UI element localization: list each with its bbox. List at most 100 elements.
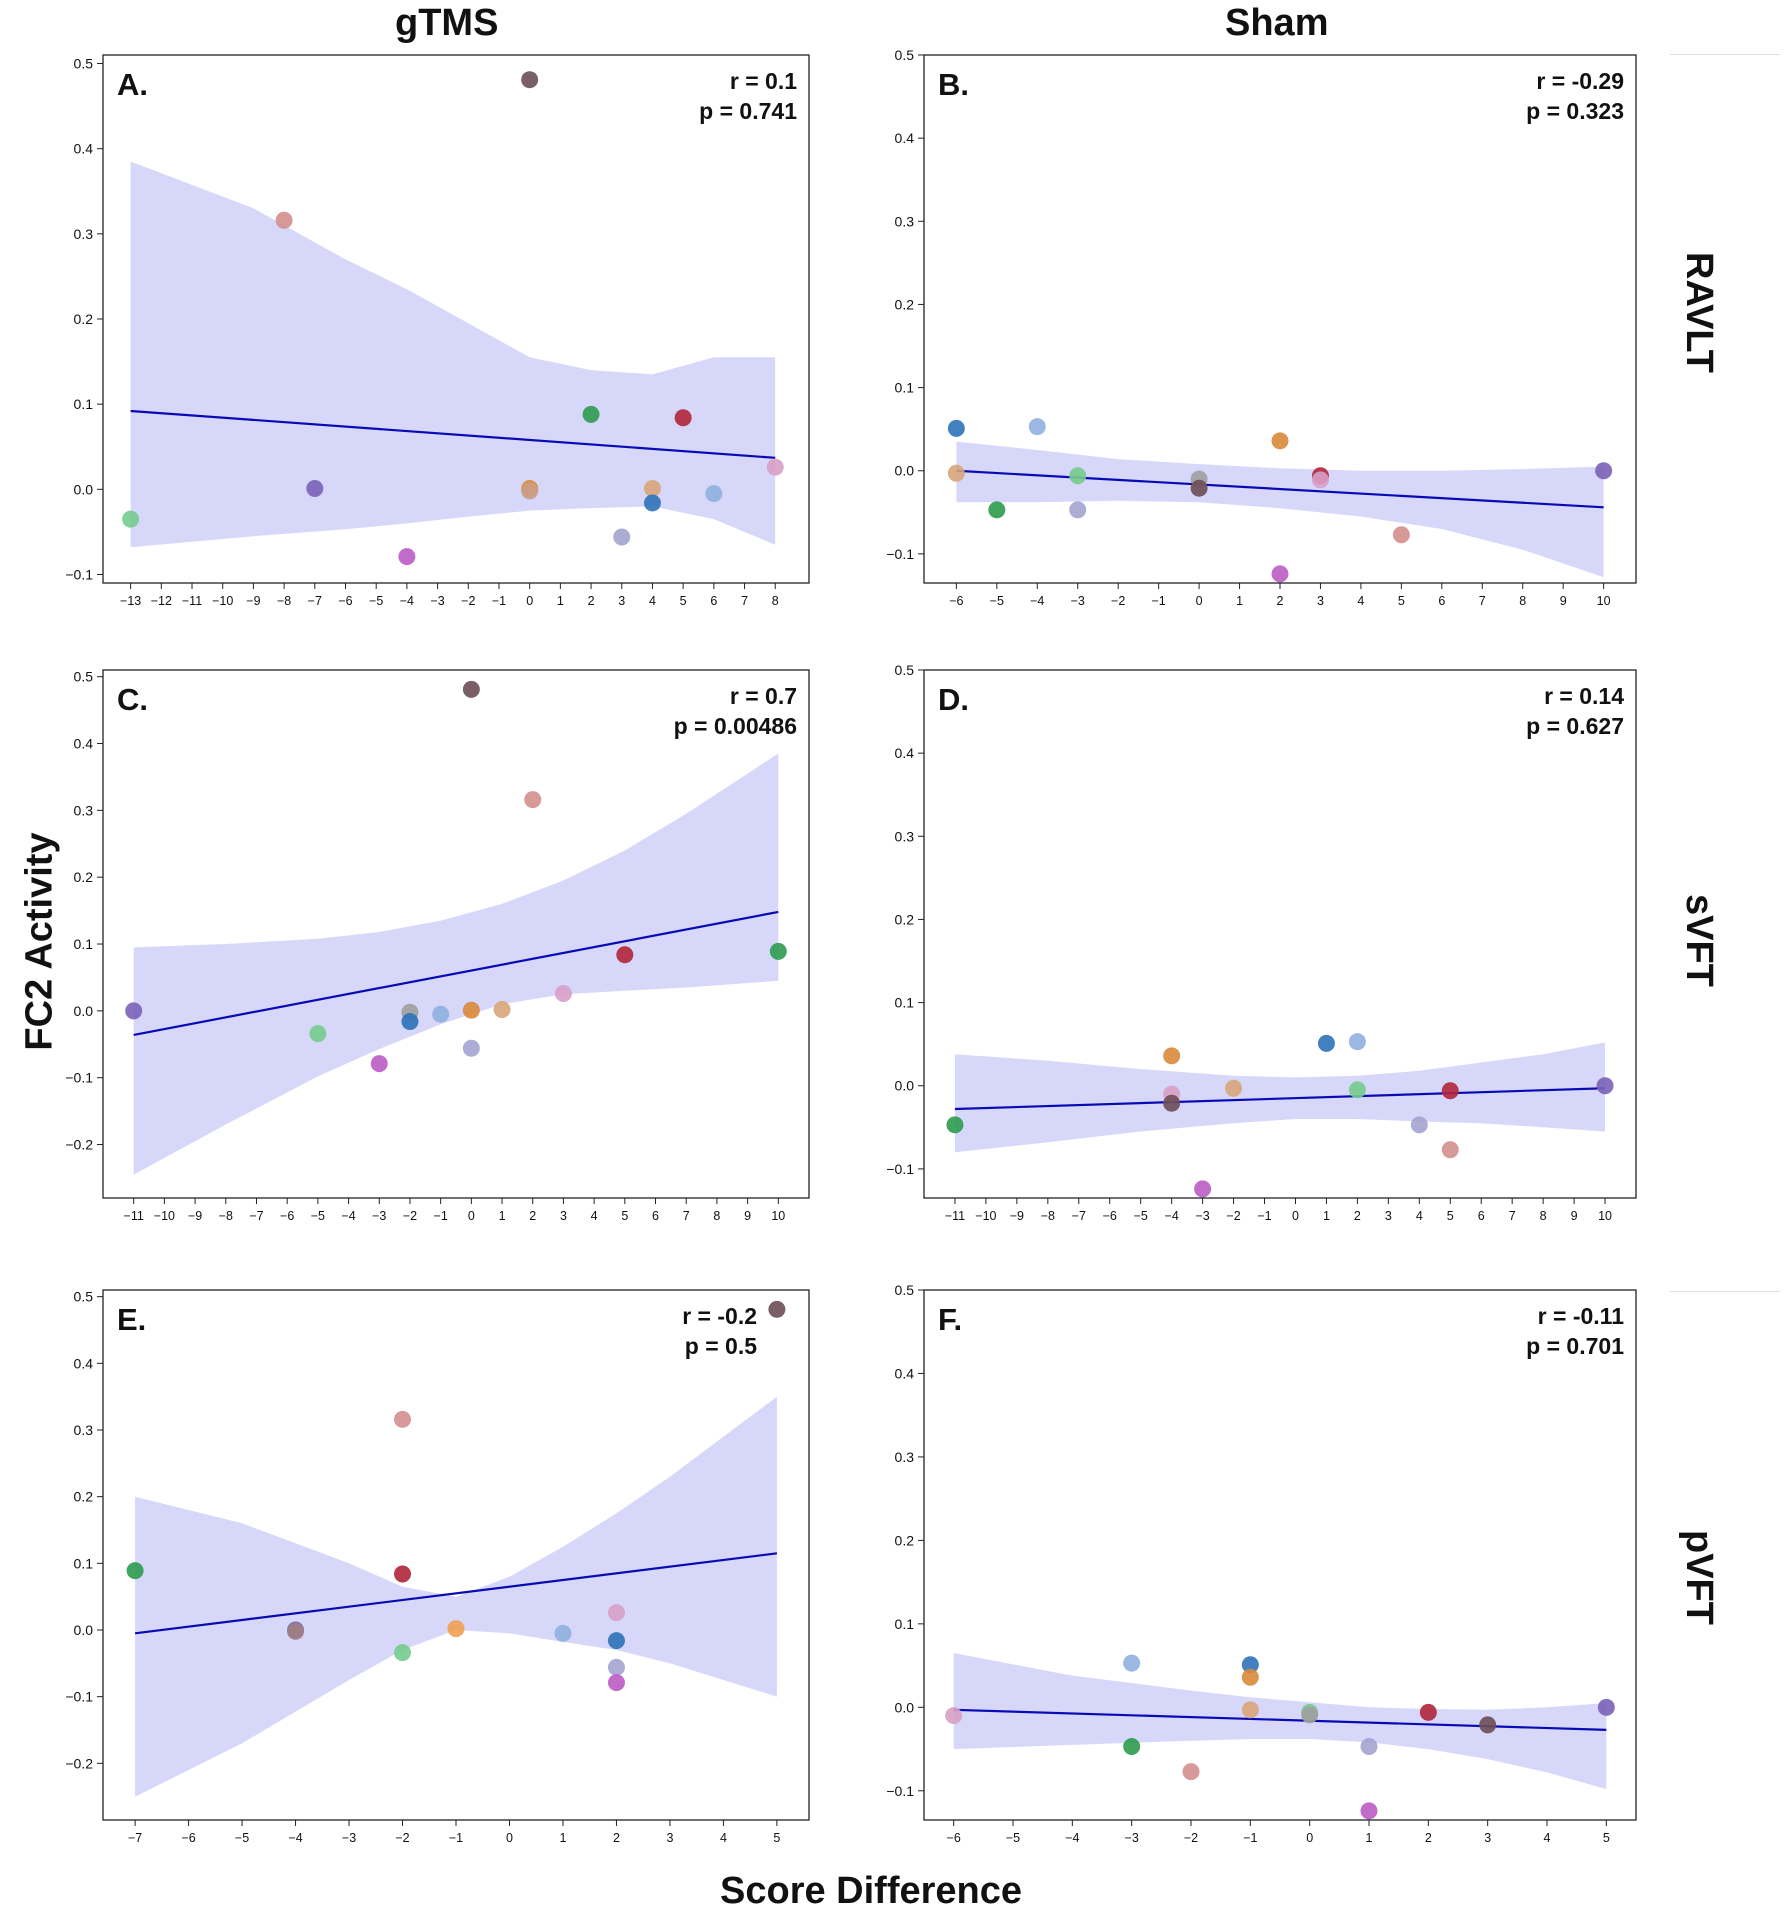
x-tick-label: 0 <box>468 1209 475 1223</box>
y-tick-label: 0.5 <box>74 669 94 685</box>
panel-e: −7 −6 −5 −4 −3 −2 −1 0 1 2 3 4 5 −0.2 −0.1 0.0 0.1 0.2 0.3… <box>65 1289 810 1845</box>
x-tick-label: −2 <box>1226 1209 1240 1223</box>
x-tick-label: −3 <box>1125 1831 1139 1845</box>
x-tick-label: 9 <box>1560 594 1567 608</box>
data-point <box>947 419 965 437</box>
x-tick-label: −6 <box>338 594 352 608</box>
x-tick-label: −10 <box>154 1209 175 1223</box>
y-tick-label: 0.0 <box>74 1003 94 1019</box>
panel-f: −6 −5 −4 −3 −2 −1 0 1 2 3 4 5 −0.1 0.0 0.1 0.2 0.3 0.4 0.5… <box>886 1282 1637 1845</box>
y-tick-label: −0.1 <box>65 1689 93 1705</box>
y-tick-label: 0.4 <box>74 141 94 157</box>
x-tick-label: −6 <box>280 1209 294 1223</box>
x-tick-label: 4 <box>720 1831 727 1845</box>
y-tick-label: 0.3 <box>895 213 915 229</box>
data-point <box>1317 1034 1335 1052</box>
x-tick-label: −11 <box>124 1209 144 1223</box>
x-tick-label: −7 <box>1072 1209 1086 1223</box>
x-tick-label: 4 <box>649 594 656 608</box>
x-tick-label: −4 <box>1165 1209 1179 1223</box>
x-tick-label: −5 <box>1006 1831 1020 1845</box>
x-tick-label: −8 <box>219 1209 233 1223</box>
x-tick-label: 7 <box>1479 594 1486 608</box>
x-tick-label: −1 <box>492 594 506 608</box>
data-point <box>582 405 600 423</box>
y-tick-label: 0.5 <box>895 1282 915 1298</box>
data-point <box>1163 1047 1181 1065</box>
y-tick-label: 0.2 <box>74 869 94 885</box>
x-tick-label: −6 <box>1103 1209 1117 1223</box>
regression-line <box>134 1552 778 1635</box>
data-point <box>126 1562 144 1580</box>
data-point <box>613 528 631 546</box>
confidence-band <box>130 161 776 548</box>
y-tick-label: 0.2 <box>895 1532 915 1548</box>
x-tick-label: −6 <box>949 594 963 608</box>
x-tick-label: 0 <box>506 1831 513 1845</box>
x-tick-label: 0 <box>1292 1209 1299 1223</box>
data-point <box>524 791 542 809</box>
x-tick-label: 6 <box>652 1209 659 1223</box>
panel-letter: F. <box>938 1302 962 1337</box>
y-tick-label: 0.1 <box>74 1555 94 1571</box>
y-tick-label: 0.5 <box>895 47 915 63</box>
x-tick-label: 8 <box>1540 1209 1547 1223</box>
data-point <box>1301 1706 1319 1724</box>
x-tick-label: −4 <box>400 594 414 608</box>
data-point <box>1360 1802 1378 1820</box>
y-tick-label: 0.0 <box>895 1078 915 1094</box>
data-point <box>1596 1077 1614 1095</box>
x-tick-label: −3 <box>1071 594 1085 608</box>
r-statistic: r = 0.7 <box>730 683 797 709</box>
panel-a: −13 −12 −11 −10 −9 −8 −7 −6 −5 −4 −3 −2 −1 0 1 2 3 4 5 6 7 8−… <box>65 54 810 608</box>
data-point <box>768 1300 786 1318</box>
y-tick-label: 0.1 <box>74 936 94 952</box>
regression-line <box>130 409 776 459</box>
y-tick-label: 0.4 <box>895 130 915 146</box>
data-point <box>1597 1698 1615 1716</box>
data-point <box>1595 462 1613 480</box>
data-point <box>607 1658 625 1676</box>
data-point <box>462 680 480 698</box>
data-point <box>125 1002 143 1020</box>
x-tick-label: 2 <box>529 1209 536 1223</box>
data-point <box>287 1622 305 1640</box>
x-tick-label: −2 <box>461 594 475 608</box>
data-point <box>394 1565 412 1583</box>
x-tick-label: −4 <box>341 1209 355 1223</box>
x-tick-label: −3 <box>430 594 444 608</box>
x-tick-label: −1 <box>449 1831 463 1845</box>
x-tick-label: 1 <box>1366 1831 1373 1845</box>
panel-d: −11 −10 −9 −8 −7 −6 −5 −4 −3 −2 −1 0 1 2 3 4 5 6 7 8 9 10−0.1… <box>886 662 1637 1223</box>
x-tick-label: 1 <box>499 1209 506 1223</box>
x-tick-label: −7 <box>128 1831 142 1845</box>
x-tick-label: 9 <box>744 1209 751 1223</box>
data-point <box>1028 418 1046 436</box>
x-tick-label: −11 <box>945 1209 965 1223</box>
x-tick-label: −9 <box>246 594 260 608</box>
column-title-gtms: gTMS <box>395 2 499 44</box>
data-point <box>1479 1716 1497 1734</box>
data-point <box>394 1410 412 1428</box>
x-tick-label: 4 <box>1357 594 1364 608</box>
x-tick-label: −9 <box>188 1209 202 1223</box>
x-tick-label: 0 <box>1306 1831 1313 1845</box>
x-tick-label: 1 <box>557 594 564 608</box>
data-point <box>643 494 661 512</box>
data-point <box>1271 432 1289 450</box>
y-tick-label: 0.3 <box>74 802 94 818</box>
regression-line <box>133 910 779 1037</box>
y-tick-label: 0.0 <box>895 1699 915 1715</box>
y-tick-label: 0.3 <box>895 1449 915 1465</box>
data-point <box>554 1624 572 1642</box>
y-tick-label: 0.0 <box>895 463 915 479</box>
data-point <box>1419 1703 1437 1721</box>
y-tick-label: 0.5 <box>895 662 915 678</box>
x-tick-label: −7 <box>308 594 322 608</box>
data-point <box>607 1632 625 1650</box>
y-tick-label: 0.1 <box>895 1616 915 1632</box>
data-point <box>1241 1701 1259 1719</box>
data-point <box>1225 1079 1243 1097</box>
p-statistic: p = 0.741 <box>699 98 797 124</box>
